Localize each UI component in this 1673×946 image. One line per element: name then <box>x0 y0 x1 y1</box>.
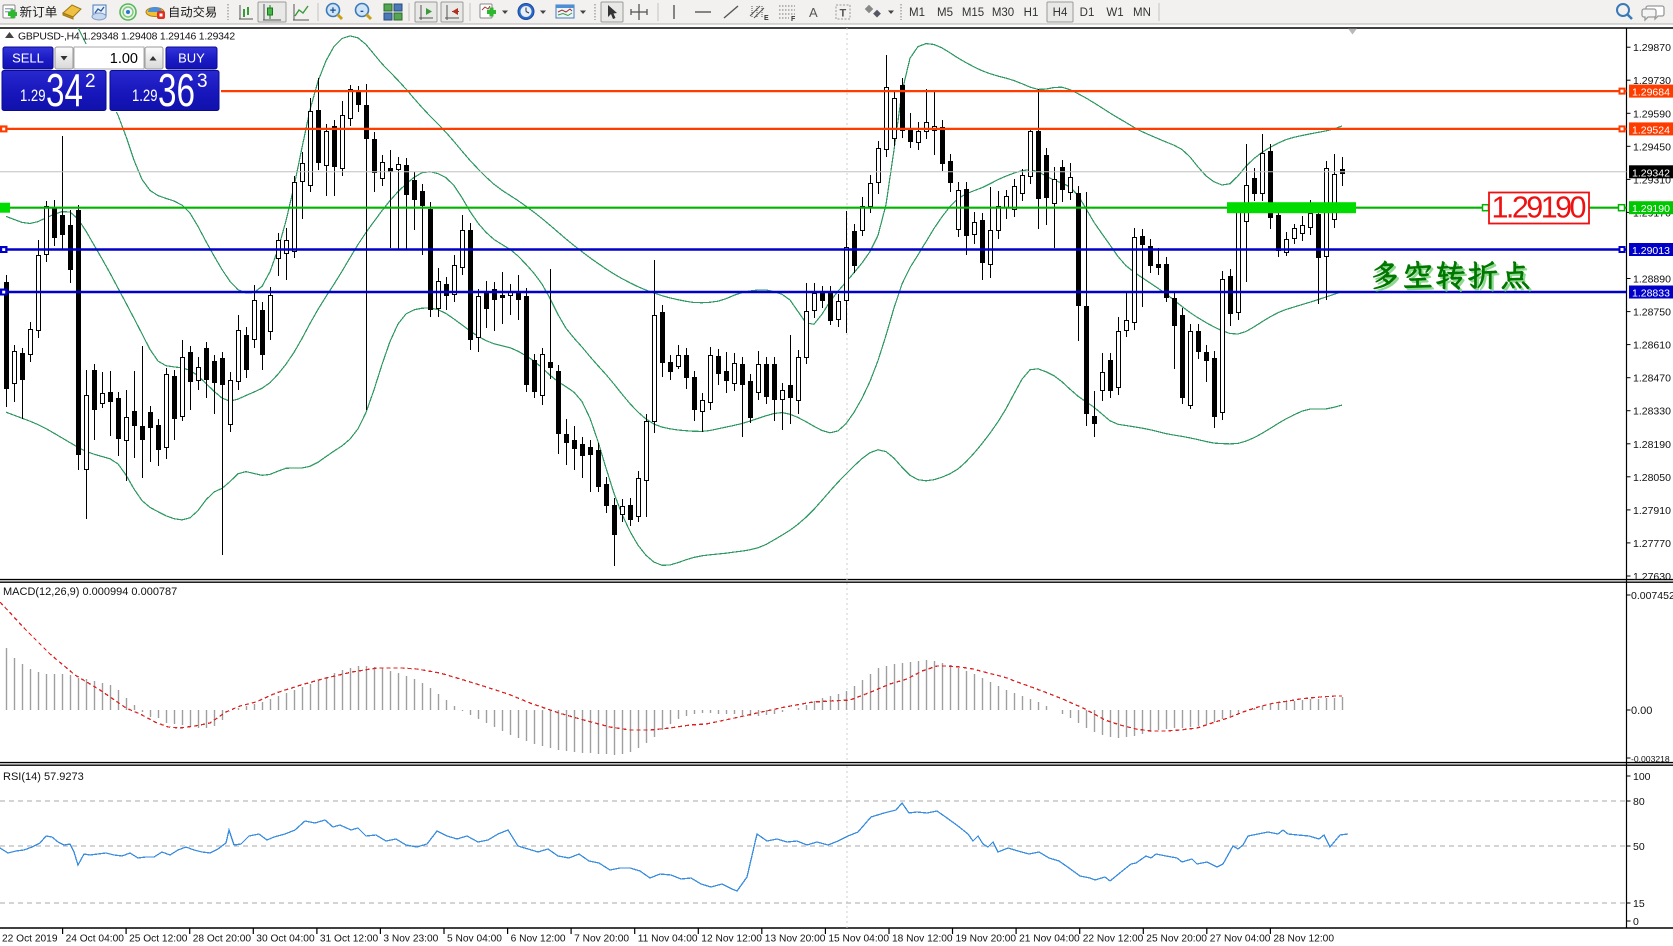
svg-text:11 Nov 04:00: 11 Nov 04:00 <box>638 934 698 945</box>
svg-text:1.28330: 1.28330 <box>1633 406 1671 418</box>
svg-text:6 Nov 12:00: 6 Nov 12:00 <box>511 934 566 945</box>
svg-text:34: 34 <box>46 64 83 116</box>
svg-text:22 Nov 12:00: 22 Nov 12:00 <box>1083 934 1144 945</box>
svg-text:H1: H1 <box>1024 7 1039 19</box>
svg-text:1.29870: 1.29870 <box>1633 42 1671 54</box>
svg-text:1.00: 1.00 <box>110 51 138 67</box>
svg-text:15 Nov 04:00: 15 Nov 04:00 <box>828 934 889 945</box>
svg-text:1.29190: 1.29190 <box>1492 191 1587 225</box>
svg-text:M1: M1 <box>909 7 925 19</box>
svg-text:F: F <box>791 16 796 23</box>
svg-text:MACD(12,26,9) 0.000994 0.00078: MACD(12,26,9) 0.000994 0.000787 <box>3 586 177 598</box>
svg-text:SELL: SELL <box>12 51 44 66</box>
svg-text:1.27770: 1.27770 <box>1633 538 1671 550</box>
svg-text:36: 36 <box>158 64 195 116</box>
svg-text:1.28050: 1.28050 <box>1633 472 1671 484</box>
svg-text:BUY: BUY <box>178 51 205 66</box>
svg-text:1.29: 1.29 <box>132 87 158 105</box>
svg-text:D1: D1 <box>1080 7 1095 19</box>
svg-text:-: - <box>360 5 364 17</box>
svg-text:1.29524: 1.29524 <box>1632 124 1670 136</box>
svg-text:3: 3 <box>197 71 208 92</box>
svg-text:25 Nov 20:00: 25 Nov 20:00 <box>1146 934 1207 945</box>
svg-text:3 Nov 23:00: 3 Nov 23:00 <box>383 934 438 945</box>
svg-text:-0.003218: -0.003218 <box>1631 754 1670 764</box>
svg-text:1.29342: 1.29342 <box>1632 167 1670 179</box>
svg-text:30 Oct 04:00: 30 Oct 04:00 <box>256 934 315 945</box>
svg-text:H4: H4 <box>1053 7 1068 19</box>
svg-text:MN: MN <box>1133 7 1151 19</box>
svg-text:19 Nov 20:00: 19 Nov 20:00 <box>956 934 1017 945</box>
svg-text:100: 100 <box>1633 771 1651 783</box>
svg-text:1.29590: 1.29590 <box>1633 108 1671 120</box>
svg-text:M15: M15 <box>962 7 984 19</box>
svg-text:28 Nov 12:00: 28 Nov 12:00 <box>1273 934 1334 945</box>
svg-text:W1: W1 <box>1106 7 1123 19</box>
svg-text:18 Nov 12:00: 18 Nov 12:00 <box>892 934 953 945</box>
svg-text:0.00: 0.00 <box>1631 705 1652 717</box>
svg-text:1.27910: 1.27910 <box>1633 505 1671 517</box>
svg-text:5 Nov 04:00: 5 Nov 04:00 <box>447 934 502 945</box>
svg-text:22 Oct 2019: 22 Oct 2019 <box>2 934 58 945</box>
svg-text:1.28470: 1.28470 <box>1633 373 1671 385</box>
svg-text:50: 50 <box>1633 841 1645 853</box>
svg-text:15: 15 <box>1633 898 1645 910</box>
svg-text:1.29684: 1.29684 <box>1632 87 1670 99</box>
svg-text:RSI(14) 57.9273: RSI(14) 57.9273 <box>3 771 84 783</box>
svg-text:1.28610: 1.28610 <box>1633 340 1671 352</box>
svg-text:1.29: 1.29 <box>20 87 46 105</box>
svg-text:1.28750: 1.28750 <box>1633 307 1671 319</box>
svg-text:24 Oct 04:00: 24 Oct 04:00 <box>66 934 125 945</box>
svg-text:1.27630: 1.27630 <box>1633 571 1671 583</box>
svg-text:E: E <box>764 15 769 22</box>
svg-text:A: A <box>809 5 818 20</box>
svg-text:1.28890: 1.28890 <box>1633 274 1671 286</box>
svg-text:28 Oct 20:00: 28 Oct 20:00 <box>193 934 252 945</box>
svg-text:M5: M5 <box>937 7 953 19</box>
svg-text:GBPUSD-,H4 1.29348 1.29408 1.: GBPUSD-,H4 1.29348 1.29408 1.29146 1.293… <box>18 32 235 43</box>
svg-text:12 Nov 12:00: 12 Nov 12:00 <box>701 934 762 945</box>
svg-text:0.007452: 0.007452 <box>1631 590 1673 602</box>
svg-text:T: T <box>840 8 847 20</box>
svg-text:1.29190: 1.29190 <box>1632 203 1670 215</box>
svg-text:2: 2 <box>85 71 96 92</box>
svg-text:21 Nov 04:00: 21 Nov 04:00 <box>1019 934 1080 945</box>
svg-text:27 Nov 04:00: 27 Nov 04:00 <box>1210 934 1271 945</box>
svg-text:+: + <box>330 5 336 17</box>
svg-text:7 Nov 20:00: 7 Nov 20:00 <box>574 934 629 945</box>
svg-text:80: 80 <box>1633 796 1645 808</box>
svg-text:31 Oct 12:00: 31 Oct 12:00 <box>320 934 379 945</box>
svg-text:0: 0 <box>1633 916 1639 928</box>
svg-text:1.29730: 1.29730 <box>1633 75 1671 87</box>
svg-text:1.28833: 1.28833 <box>1632 288 1670 300</box>
svg-text:1.28190: 1.28190 <box>1633 439 1671 451</box>
svg-text:13 Nov 20:00: 13 Nov 20:00 <box>765 934 826 945</box>
svg-text:M30: M30 <box>992 7 1014 19</box>
svg-text:1.29013: 1.29013 <box>1632 245 1670 257</box>
svg-text:25 Oct 12:00: 25 Oct 12:00 <box>129 934 188 945</box>
svg-text:1.29450: 1.29450 <box>1633 141 1671 153</box>
